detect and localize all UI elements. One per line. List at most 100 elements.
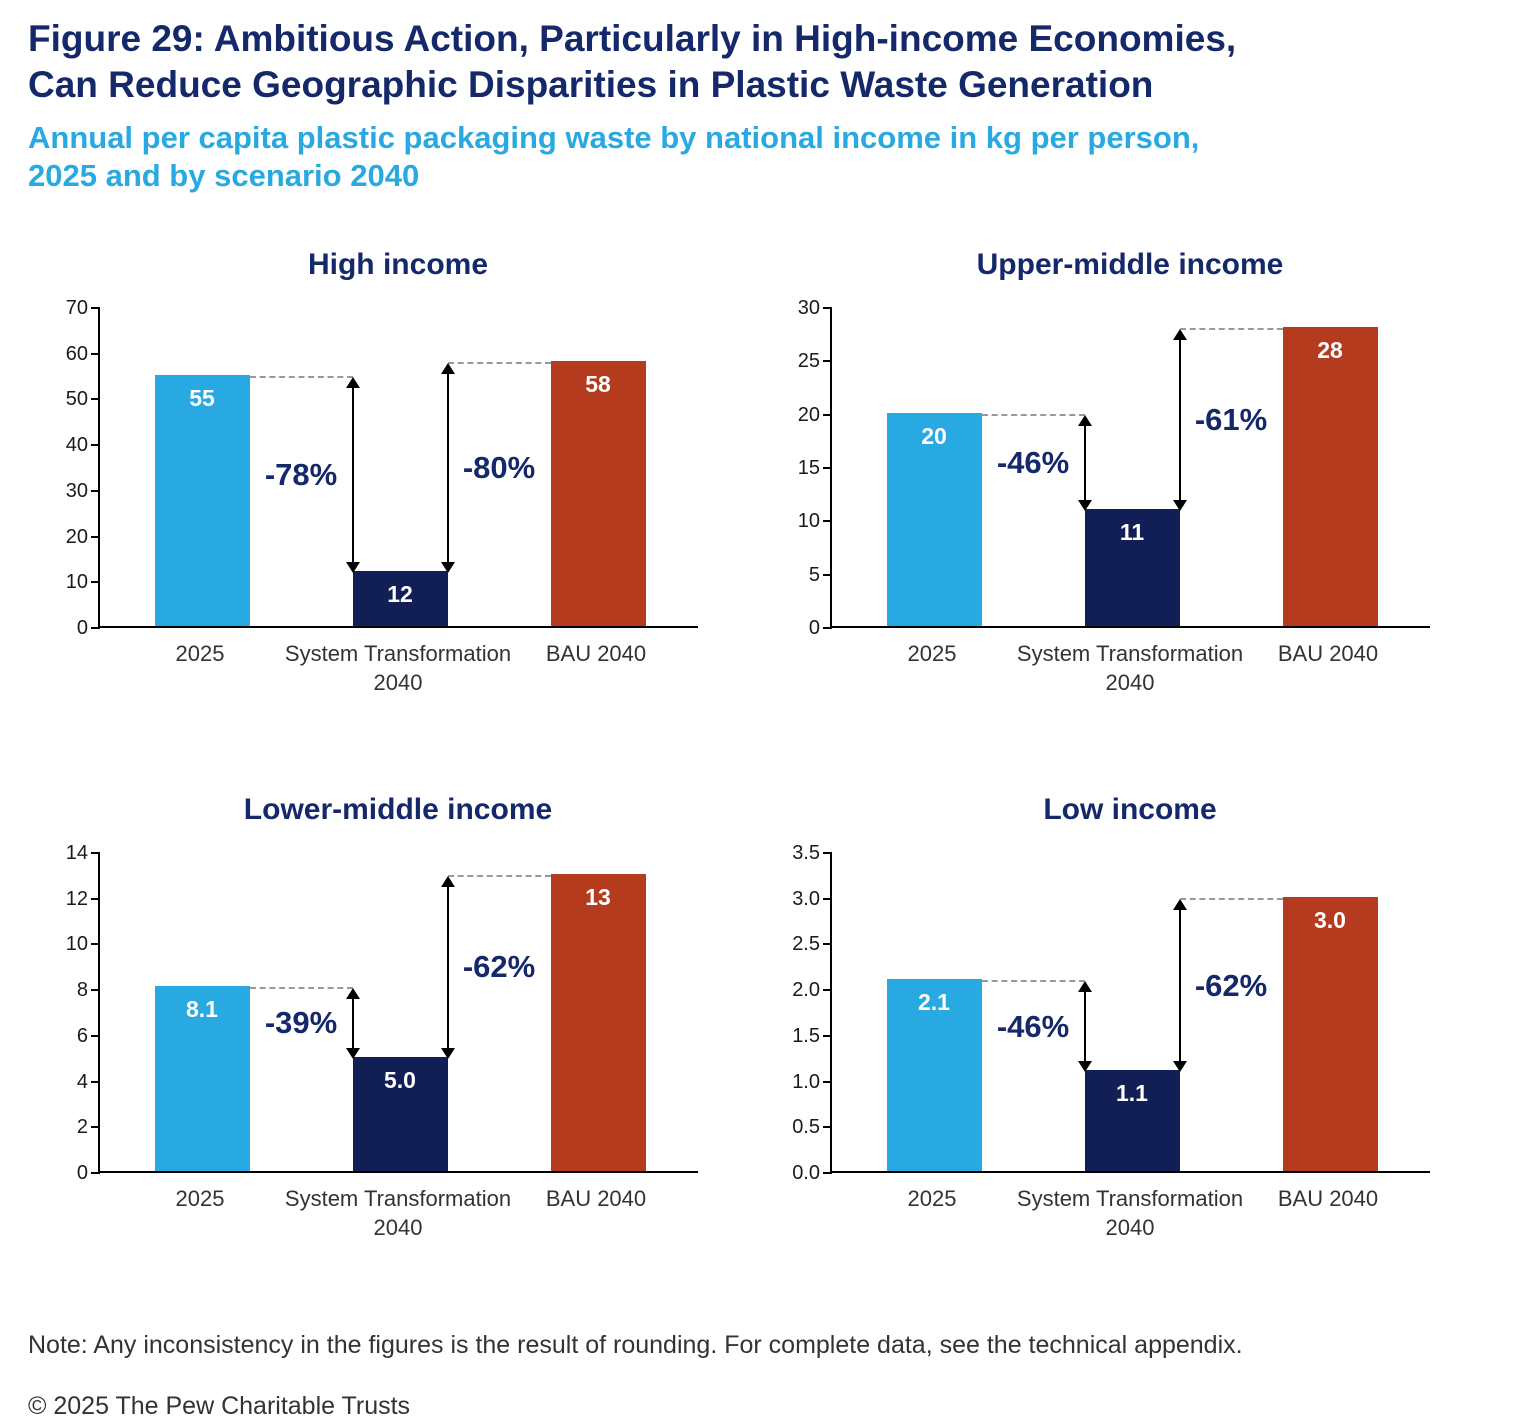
chart-title: Low income: [1043, 793, 1217, 826]
y-axis-tick-mark: [823, 467, 832, 469]
y-axis-tick-label: 10: [65, 933, 88, 956]
y-axis-tick-label: 3.5: [792, 842, 820, 864]
figure-subtitle-line-1: Annual per capita plastic packaging wast…: [28, 119, 1200, 155]
bar-system-transformation-2040: 11: [1084, 508, 1180, 626]
reference-dashed-line: [981, 413, 1085, 416]
arrow-head-down: [1077, 1061, 1092, 1073]
y-axis-tick-mark: [91, 1034, 100, 1037]
y-axis-tick-label: 30: [65, 479, 88, 502]
x-axis-labels: 2025 System Transformation 2040 BAU 2040: [830, 1173, 1430, 1253]
x-axis-category-label: System Transformation 2040: [1016, 641, 1244, 695]
arrow-head-down: [1172, 1061, 1187, 1073]
y-axis-tick-mark: [823, 852, 832, 854]
y-axis-tick-label: 0: [808, 617, 820, 639]
y-axis-tick-label: 2: [76, 1116, 88, 1139]
y-axis-tick-label: 6: [76, 1024, 88, 1047]
y-axis-tick-mark: [91, 943, 100, 946]
percent-change-label: -46%: [996, 1008, 1070, 1044]
percent-change-label: -78%: [264, 456, 338, 492]
figure-subtitle-line-2: 2025 and by scenario 2040: [28, 158, 420, 194]
y-axis-tick-label: 60: [65, 342, 88, 365]
arrow-head-up: [440, 362, 455, 374]
chart-title: High income: [307, 248, 488, 281]
percent-change-label: -62%: [462, 949, 536, 985]
bar-value-label: 3.0: [1314, 906, 1346, 933]
change-arrow: [345, 376, 360, 574]
x-axis-category-label: BAU 2040: [1277, 1186, 1379, 1211]
x-axis-labels: 2025 System Transformation 2040 BAU 2040: [830, 628, 1430, 708]
change-arrow: [1172, 329, 1187, 511]
y-axis-tick-label: 0.5: [792, 1116, 820, 1139]
arrow-line: [446, 879, 449, 1055]
arrow-head-up: [1172, 898, 1187, 910]
x-axis-labels: 2025 System Transformation 2040 BAU 2040: [98, 628, 698, 708]
change-arrow: [440, 875, 455, 1059]
y-axis-tick-mark: [823, 1080, 832, 1083]
x-axis-category-label: System Transformation 2040: [284, 641, 512, 695]
copyright-line: © 2025 The Pew Charitable Trusts: [28, 1392, 411, 1420]
y-axis-tick-mark: [823, 307, 832, 309]
bar-value-label: 12: [387, 581, 413, 608]
y-axis-tick-label: 10: [797, 510, 820, 533]
figure-title: Figure 29: Ambitious Action, Particularl…: [28, 16, 1492, 109]
y-axis-tick-label: 15: [797, 457, 820, 479]
arrow-head-down: [1172, 499, 1187, 511]
y-axis-tick-mark: [91, 627, 100, 629]
y-axis-tick-mark: [823, 1172, 832, 1174]
change-arrow: [440, 362, 455, 574]
y-axis-tick-label: 3.0: [792, 887, 820, 910]
chart-title: Upper-middle income: [976, 248, 1284, 281]
arrow-head-down: [345, 562, 360, 574]
y-axis-tick-label: 0: [76, 617, 88, 639]
reference-dashed-line: [981, 980, 1085, 982]
percent-change-label: -39%: [264, 1005, 338, 1041]
y-axis-tick-label: 2.0: [792, 979, 820, 1002]
arrow-line: [351, 380, 354, 570]
arrow-head-up: [1077, 414, 1092, 426]
chart-plot-area: 0 10 20 30 40 50 60 70 55 12 58 -78% -80%: [66, 297, 698, 639]
y-axis-tick-label: 30: [797, 297, 820, 319]
y-axis-tick-label: 8: [76, 979, 88, 1002]
reference-dashed-line: [249, 375, 353, 378]
y-axis-tick-mark: [823, 943, 832, 946]
bar-value-label: 13: [585, 883, 611, 910]
bar-value-label: 28: [1317, 337, 1343, 364]
bar-bau-2040: 58: [550, 360, 646, 626]
bar-bau-2040: 13: [550, 873, 646, 1171]
chart-upper-middle-income: Upper-middle income 0 5 10 15 20 25 30 20 11 28 -4…: [760, 248, 1460, 708]
chart-plot-area: 0.0 0.5 1.0 1.5 2.0 2.5 3.0 3.5 2.1 1.1 3.0 -46% -62…: [792, 842, 1430, 1184]
x-axis-labels: 2025 System Transformation 2040 BAU 2040: [98, 1173, 698, 1253]
chart-plot-area: 0 5 10 15 20 25 30 20 11 28 -46% -61%: [798, 297, 1430, 639]
y-axis-tick-mark: [823, 520, 832, 523]
y-axis-tick-mark: [91, 352, 100, 355]
y-axis-tick-mark: [823, 627, 832, 629]
x-axis-category-label: 2025: [175, 1186, 225, 1211]
arrow-head-down: [440, 562, 455, 574]
x-axis-category-label: BAU 2040: [545, 641, 647, 666]
bar-2025: 2.1: [886, 979, 982, 1171]
percent-change-label: -46%: [996, 444, 1070, 480]
arrow-line: [1178, 333, 1181, 507]
bar-value-label: 8.1: [186, 995, 218, 1022]
figure-subtitle: Annual per capita plastic packaging wast…: [28, 119, 1492, 197]
y-axis-tick-mark: [823, 989, 832, 992]
y-axis-tick-label: 10: [65, 571, 88, 594]
reference-dashed-line: [447, 874, 551, 877]
reference-dashed-line: [1179, 897, 1283, 900]
bar-value-label: 2.1: [918, 989, 950, 1015]
x-axis-category-label: 2025: [175, 641, 225, 666]
bar-bau-2040: 28: [1282, 327, 1378, 626]
reference-dashed-line: [1179, 328, 1283, 331]
arrow-head-up: [1077, 981, 1092, 992]
chart-plot-area: 0 2 4 6 8 10 12 14 8.1 5.0 13 -39% -62%: [66, 842, 698, 1184]
y-axis-tick-mark: [823, 1126, 832, 1129]
bar-system-transformation-2040: 1.1: [1084, 1070, 1180, 1171]
bar-value-label: 55: [189, 384, 215, 411]
y-axis-tick-label: 25: [797, 350, 820, 373]
y-axis-tick-label: 20: [797, 403, 820, 426]
x-axis-category-label: BAU 2040: [545, 1186, 647, 1211]
percent-change-label: -80%: [462, 450, 536, 485]
arrow-line: [351, 991, 354, 1055]
y-axis-tick-mark: [823, 897, 832, 900]
bar-value-label: 20: [921, 422, 947, 449]
